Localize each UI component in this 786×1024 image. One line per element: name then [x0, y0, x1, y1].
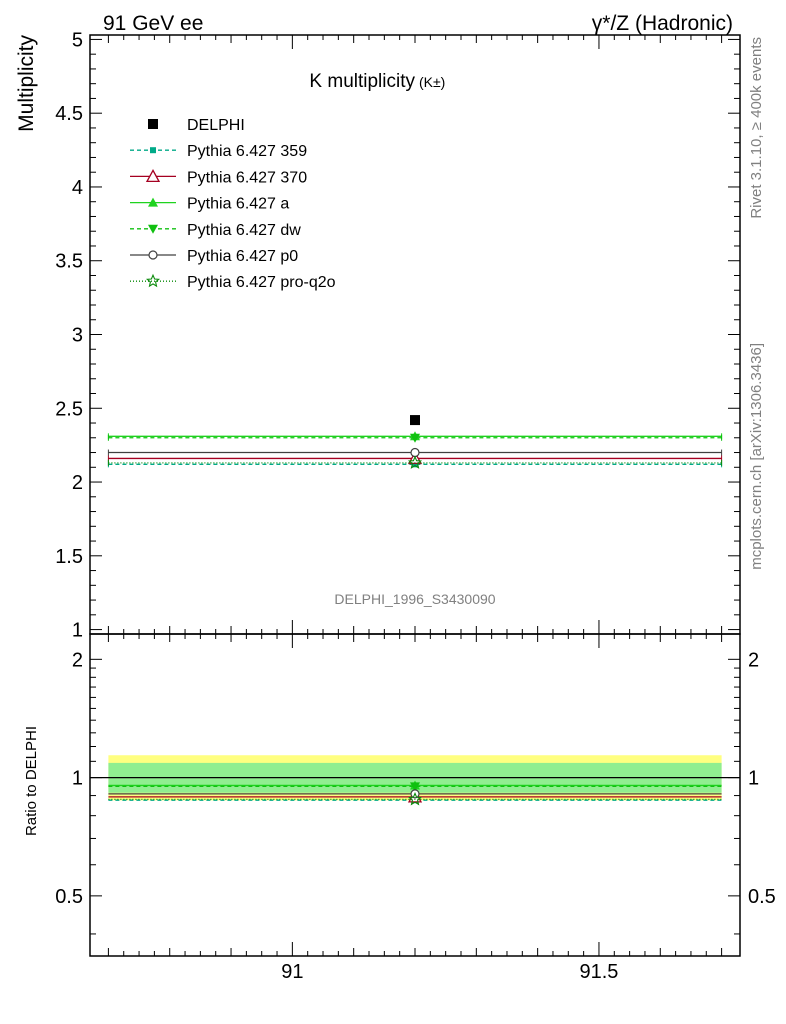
main-ytick-label-7: 4.5 [55, 103, 83, 125]
mcplots-note: mcplots.cern.ch [arXiv:1306.3436] [748, 343, 765, 570]
main-ytick-label-5: 3.5 [55, 251, 83, 273]
data-point-delphi [410, 415, 420, 426]
ratio-ytick-label-left-2: 2 [72, 649, 83, 671]
main-series-lines [107, 415, 723, 469]
main-series-marker-3 [410, 433, 420, 443]
ratio-ytick-label-right-1: 1 [748, 768, 759, 790]
ratio-series-marker-3 [410, 782, 420, 792]
main-ytick-label-2: 2 [72, 472, 83, 494]
legend-label-1: Pythia 6.427 359 [187, 143, 307, 160]
main-ytick-label-8: 5 [72, 29, 83, 51]
legend-label-3: Pythia 6.427 a [187, 196, 289, 213]
legend-marker-5 [148, 250, 158, 260]
x-ticks: 91 91.5 [107, 35, 723, 983]
main-series-marker-4 [410, 447, 420, 458]
main-ytick-label-4: 3 [72, 325, 83, 347]
legend-label-5: Pythia 6.427 p0 [187, 248, 298, 265]
main-ytick-label-6: 4 [72, 177, 83, 199]
main-ylabel: Multiplicity [15, 35, 38, 132]
main-y-ticks: 1 1.5 2 2.5 3 3.5 4 4.5 5 [55, 29, 740, 642]
ratio-series-lines [90, 776, 740, 806]
ratio-plot-frame [89, 633, 741, 957]
legend-label-4: Pythia 6.427 dw [187, 222, 301, 239]
legend-marker-2 [145, 169, 161, 183]
ratio-ytick-label-right-2: 2 [748, 649, 759, 671]
legend-label-6: Pythia 6.427 pro-q2o [187, 274, 336, 291]
legend-marker-0 [148, 119, 158, 129]
main-series-marker-5 [407, 455, 423, 469]
ratio-ytick-label-left-0: 0.5 [55, 886, 83, 908]
ratio-ylabel: Ratio to DELPHI [23, 726, 40, 836]
legend-marker-4 [148, 224, 158, 234]
xtick-label-0: 91 [281, 961, 303, 983]
analysis-watermark: DELPHI_1996_S3430090 [334, 591, 495, 607]
main-title-sub: (K±) [419, 74, 445, 90]
xtick-label-1: 91.5 [579, 961, 618, 983]
main-ytick-label-0: 1 [72, 620, 83, 642]
rivet-note: Rivet 3.1.10, ≥ 400k events [748, 37, 765, 219]
main-series-marker-0 [412, 461, 418, 468]
legend-label-0: DELPHI [187, 117, 245, 134]
ratio-series-marker-5 [407, 791, 423, 806]
legend-marker-1 [150, 147, 156, 154]
legend: DELPHI Pythia 6.427 359 Pythia 6.427 370 Py… [130, 117, 336, 291]
header-left: 91 GeV ee [103, 12, 203, 35]
header-right: γ*/Z (Hadronic) [592, 12, 733, 35]
ratio-ytick-label-left-1: 1 [72, 768, 83, 790]
ratio-ytick-label-right-0: 0.5 [748, 886, 776, 908]
legend-marker-6 [145, 273, 161, 288]
ratio-y-ticks: 0.5 0.5 1 1 2 2 [55, 649, 776, 935]
main-ytick-label-3: 2.5 [55, 398, 83, 420]
main-title: K multiplicity [309, 71, 415, 92]
legend-marker-3 [148, 197, 158, 207]
legend-label-2: Pythia 6.427 370 [187, 169, 307, 186]
main-ytick-label-1: 1.5 [55, 546, 83, 568]
